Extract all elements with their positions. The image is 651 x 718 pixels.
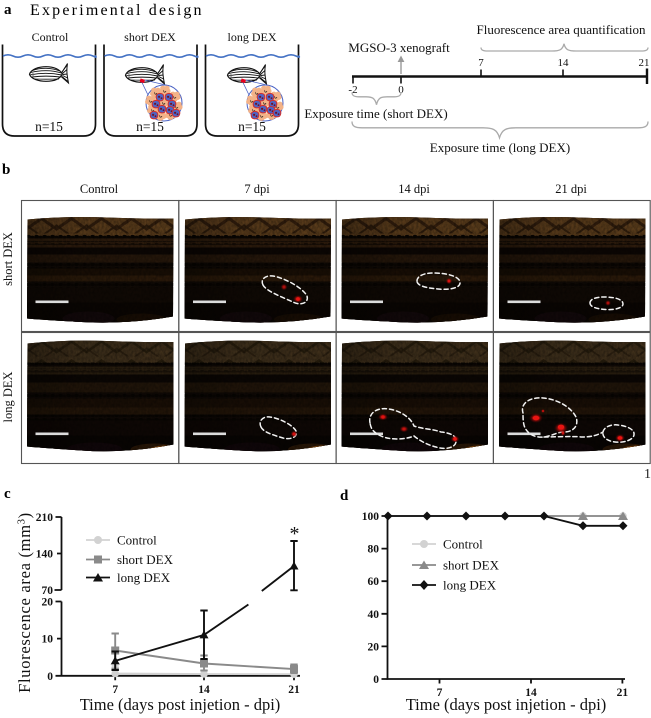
svg-text:7: 7 [478,57,484,69]
svg-text:Time (days post injetion - dpi: Time (days post injetion - dpi) [406,695,607,714]
svg-text:d: d [340,488,349,504]
svg-text:long DEX: long DEX [228,30,277,44]
svg-text:0: 0 [47,671,53,683]
svg-text:14: 14 [198,684,210,696]
svg-text:1: 1 [644,467,651,480]
svg-text:7 dpi: 7 dpi [244,182,270,196]
svg-text:short DEX: short DEX [124,30,176,44]
svg-text:14: 14 [558,57,570,69]
svg-text:210: 210 [36,512,54,524]
svg-text:n=15: n=15 [136,119,164,134]
svg-text:7: 7 [112,684,118,696]
svg-text:long DEX: long DEX [443,578,497,593]
svg-text:n=15: n=15 [238,119,266,134]
svg-text:20: 20 [42,597,54,609]
svg-text:80: 80 [368,544,380,556]
svg-text:short DEX: short DEX [1,232,15,286]
svg-text:21: 21 [617,687,629,699]
svg-text:Control: Control [32,30,69,44]
svg-text:140: 140 [36,549,54,561]
svg-text:14: 14 [525,687,537,699]
svg-text:Experimental design: Experimental design [30,2,204,19]
svg-text:10: 10 [42,634,54,646]
svg-text:short DEX: short DEX [443,558,500,573]
svg-text:b: b [2,162,10,178]
svg-text:long DEX: long DEX [117,570,171,585]
svg-text:40: 40 [368,609,380,621]
svg-text:0: 0 [398,84,404,96]
svg-text:a: a [4,2,12,18]
svg-text:Control: Control [443,537,483,552]
svg-text:21: 21 [288,684,300,696]
svg-text:21 dpi: 21 dpi [555,182,587,196]
svg-text:60: 60 [368,576,380,588]
svg-text:Control: Control [117,533,157,548]
svg-text:70: 70 [42,585,54,597]
svg-text:-2: -2 [348,84,357,96]
svg-text:0: 0 [373,674,379,686]
svg-text:MGSO-3 xenograft: MGSO-3 xenograft [348,40,450,55]
svg-text:Exposure time (long DEX): Exposure time (long DEX) [430,140,570,155]
svg-text:20: 20 [368,641,380,653]
svg-text:long DEX: long DEX [1,371,15,422]
svg-text:Fluorescence area quantificati: Fluorescence area quantification [477,22,646,37]
svg-text:short DEX: short DEX [117,552,174,567]
svg-text:100: 100 [362,511,380,523]
svg-text:7: 7 [437,687,443,699]
svg-text:21: 21 [639,57,650,69]
svg-text:14 dpi: 14 dpi [398,182,430,196]
svg-text:*: * [290,523,300,545]
svg-text:Exposure time (short DEX): Exposure time (short DEX) [304,106,447,121]
svg-text:c: c [4,486,11,502]
svg-text:Control: Control [80,182,119,196]
svg-text:Time (days post injetion - dpi: Time (days post injetion - dpi) [80,695,281,714]
svg-text:Fluorescence area (mm3): Fluorescence area (mm3) [15,512,34,693]
svg-text:n=15: n=15 [35,119,63,134]
